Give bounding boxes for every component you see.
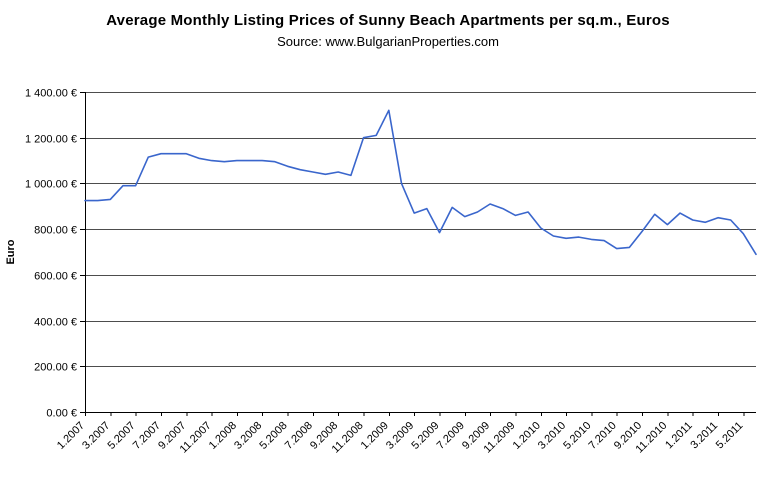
x-tick-label: 5.2011 — [714, 420, 746, 452]
x-tick-label: 3.2011 — [688, 420, 720, 452]
price-line — [84, 109, 757, 256]
x-tick-label: 5.2010 — [561, 420, 593, 452]
x-tick-label: 3.2008 — [232, 420, 264, 452]
y-tick-label: 400.00 € — [34, 317, 77, 329]
chart-svg: 0.00 € 200.00 € 400.00 € 600.00 € 800.00 € 1 … — [5, 88, 757, 456]
x-tick-label: 7.2008 — [283, 420, 315, 452]
y-gridlines — [80, 92, 756, 413]
x-tick-label: 5.2008 — [257, 420, 289, 452]
chart-title: Average Monthly Listing Prices of Sunny … — [106, 12, 670, 29]
x-tick-label: 5.2007 — [105, 420, 137, 452]
x-tick-label: 3.2007 — [80, 420, 112, 452]
x-tick-label: 1.2011 — [663, 420, 695, 452]
axes — [85, 92, 756, 413]
x-tick-label: 5.2009 — [409, 420, 441, 452]
x-axis-labels: 1.20073.20075.20077.20079.200711.20071.2… — [55, 412, 746, 456]
x-tick-label: 7.2009 — [435, 420, 467, 452]
y-tick-label: 0.00 € — [46, 408, 77, 420]
y-axis-labels: 0.00 € 200.00 € 400.00 € 600.00 € 800.00 € 1 … — [25, 88, 77, 420]
y-tick-label: 800.00 € — [34, 225, 77, 237]
x-tick-label: 3.2009 — [384, 420, 416, 452]
x-tick-label: 7.2010 — [587, 420, 619, 452]
y-tick-label: 1 000.00 € — [25, 179, 77, 191]
x-tick-label: 3.2010 — [536, 420, 568, 452]
x-tick-label: 7.2007 — [131, 420, 163, 452]
y-tick-label: 600.00 € — [34, 271, 77, 283]
y-tick-label: 200.00 € — [34, 362, 77, 374]
x-tick-label: 1.2007 — [55, 420, 87, 452]
x-tick-label: 1.2008 — [207, 420, 239, 452]
y-axis-title: Euro — [5, 239, 17, 264]
y-tick-label: 1 400.00 € — [25, 88, 77, 100]
chart-subtitle: Source: www.BulgarianProperties.com — [277, 34, 499, 49]
y-tick-label: 1 200.00 € — [25, 134, 77, 146]
x-tick-label: 1.2010 — [511, 420, 543, 452]
x-tick-label: 1.2009 — [359, 420, 391, 452]
line-chart: 0.00 € 200.00 € 400.00 € 600.00 € 800.00 € 1 … — [0, 62, 776, 477]
